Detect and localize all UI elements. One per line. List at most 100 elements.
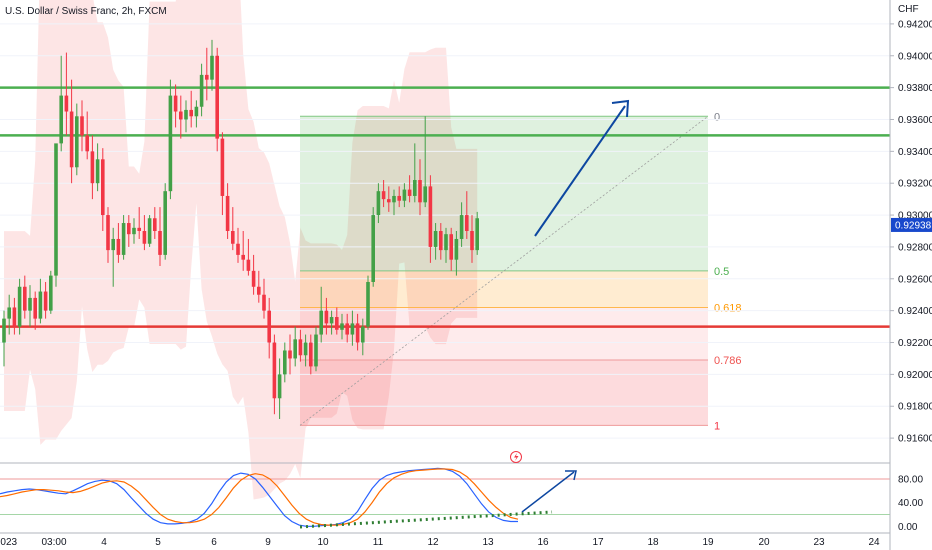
horizontal-levels[interactable] bbox=[0, 86, 890, 328]
candle-body bbox=[381, 191, 386, 200]
candle-body bbox=[283, 350, 287, 375]
candle-body bbox=[121, 223, 126, 255]
candle-body bbox=[335, 317, 339, 330]
candle-body bbox=[28, 297, 32, 311]
time-tick-label: 13 bbox=[482, 537, 494, 548]
candle-body bbox=[314, 334, 318, 367]
candle-body bbox=[54, 143, 58, 276]
candle-body bbox=[184, 109, 188, 120]
fib-zone bbox=[300, 116, 708, 271]
candle-body bbox=[251, 270, 256, 287]
fibonacci-retracement[interactable]: 0 0.5 0.618 0.786 1 bbox=[299, 111, 742, 432]
candle-body bbox=[444, 234, 448, 251]
price-tick-label: 0.92200 bbox=[898, 338, 932, 349]
candle-body bbox=[231, 231, 235, 244]
candle-body bbox=[163, 191, 167, 255]
candle-body bbox=[49, 275, 53, 311]
price-axis[interactable]: 0.94200 0.94000 0.93800 0.93600 0.93400 0.932… bbox=[890, 19, 932, 445]
candle-body bbox=[137, 227, 141, 231]
candle-body bbox=[345, 323, 349, 335]
candle-body bbox=[153, 218, 157, 231]
price-tick-label: 0.92800 bbox=[898, 242, 932, 253]
fib-level-label: 1 bbox=[714, 420, 720, 432]
oscillator-arrow-shaft bbox=[521, 471, 575, 513]
candle-body bbox=[75, 116, 79, 168]
current-price-label: 0.92938 bbox=[895, 220, 932, 231]
candle-body bbox=[293, 339, 297, 359]
candle-body bbox=[12, 307, 17, 327]
price-tick-label: 0.93200 bbox=[898, 179, 932, 190]
candle-body bbox=[225, 195, 230, 231]
candle-body bbox=[168, 95, 173, 192]
price-tick-label: 0.94200 bbox=[898, 19, 932, 30]
candle-body bbox=[439, 231, 443, 251]
price-tick-label: 0.93800 bbox=[898, 83, 932, 94]
time-tick-label: 10 bbox=[317, 537, 329, 548]
time-tick-label: 20 bbox=[758, 537, 770, 548]
candle-body bbox=[329, 317, 334, 324]
time-tick-label: 12 bbox=[427, 537, 439, 548]
candle-body bbox=[80, 116, 84, 136]
candle-body bbox=[33, 297, 37, 319]
time-tick-label: 24 bbox=[868, 537, 880, 548]
lightning-event-icon[interactable] bbox=[510, 451, 522, 463]
candle-body bbox=[459, 215, 464, 239]
candle-body bbox=[277, 374, 282, 399]
fib-zone bbox=[300, 360, 708, 426]
fib-trend-line bbox=[299, 115, 709, 426]
candle-body bbox=[194, 106, 199, 117]
candle-body bbox=[309, 342, 313, 367]
fib-level-label: 0.786 bbox=[714, 355, 742, 367]
candle-body bbox=[189, 109, 193, 117]
candle-body bbox=[59, 95, 63, 144]
candle-body bbox=[95, 159, 100, 184]
arrow-head bbox=[611, 99, 630, 118]
candle-body bbox=[371, 215, 375, 282]
candle-body bbox=[392, 195, 396, 203]
fib-level-label: 0.5 bbox=[714, 266, 729, 278]
candle-body bbox=[132, 227, 136, 235]
grid bbox=[0, 23, 890, 439]
time-tick-label: 23 bbox=[813, 537, 825, 548]
fib-level-label: 0.618 bbox=[714, 302, 742, 314]
time-tick-label: 5 bbox=[155, 537, 161, 548]
candle-body bbox=[272, 342, 277, 399]
candle-body bbox=[236, 243, 240, 255]
candle-body bbox=[64, 95, 69, 112]
candle-body bbox=[475, 218, 479, 251]
price-tick-label: 0.91800 bbox=[898, 402, 932, 413]
candle-body bbox=[454, 238, 459, 260]
candle-body bbox=[38, 291, 43, 319]
time-tick-label: 6 bbox=[211, 537, 217, 548]
candle-body bbox=[158, 231, 162, 255]
candle-body bbox=[7, 307, 11, 319]
price-tick-label: 0.93600 bbox=[898, 115, 932, 126]
stoch-d-line bbox=[0, 468, 519, 526]
candle-body bbox=[173, 95, 178, 112]
candle-body bbox=[428, 186, 433, 247]
price-tick-label: 0.93400 bbox=[898, 147, 932, 158]
projection-arrow[interactable] bbox=[534, 99, 630, 237]
candle-body bbox=[361, 326, 365, 343]
candle-body bbox=[298, 339, 303, 356]
candle-body bbox=[376, 191, 381, 216]
price-tick-label: 0.94000 bbox=[898, 51, 932, 62]
oscillator-tick-label: 0.00 bbox=[898, 522, 918, 533]
candle-body bbox=[262, 294, 266, 311]
time-tick-label: 11 bbox=[373, 537, 384, 548]
candle-body bbox=[449, 234, 453, 260]
candle-body bbox=[319, 310, 323, 335]
time-tick-label: 4 bbox=[101, 537, 107, 548]
candle-body bbox=[205, 74, 209, 80]
divergence-line bbox=[299, 510, 553, 529]
candle-body bbox=[69, 111, 74, 168]
candle-body bbox=[142, 231, 147, 244]
candle-body bbox=[413, 180, 417, 196]
time-tick-label: 16 bbox=[537, 537, 549, 548]
candle-body bbox=[111, 238, 115, 251]
price-tick-label: 0.92600 bbox=[898, 274, 932, 285]
candle-body bbox=[43, 291, 48, 311]
